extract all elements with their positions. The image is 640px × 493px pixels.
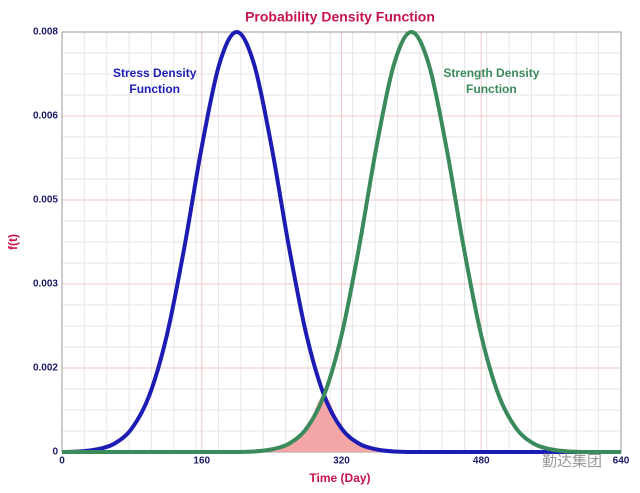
watermark: 勤达集团 bbox=[542, 453, 602, 470]
overlap-area bbox=[62, 395, 621, 453]
y-tick-label: 0.003 bbox=[33, 279, 58, 290]
series-label-line: Strength Density bbox=[443, 66, 539, 80]
x-axis-label: Time (Day) bbox=[309, 471, 370, 485]
x-tick-label: 640 bbox=[613, 456, 630, 467]
x-tick-label: 480 bbox=[473, 456, 490, 467]
series-label-line: Function bbox=[466, 82, 517, 96]
series-label: Stress Density Function bbox=[113, 66, 197, 96]
y-axis-label: f(t) bbox=[6, 234, 20, 250]
y-tick-label: 0.006 bbox=[33, 111, 58, 122]
series-label-line: Function bbox=[129, 82, 180, 96]
series-line bbox=[61, 30, 621, 455]
x-tick-label: 320 bbox=[333, 456, 350, 467]
series-label: Strength Density Function bbox=[443, 66, 539, 96]
y-tick-label: 0.005 bbox=[33, 195, 58, 206]
series-line bbox=[62, 30, 621, 455]
y-tick-label: 0.002 bbox=[33, 363, 58, 374]
series-label-line: Stress Density bbox=[113, 66, 197, 80]
chart-title: Probability Density Function bbox=[245, 9, 435, 25]
x-tick-label: 160 bbox=[193, 456, 210, 467]
y-tick-label: 0.008 bbox=[33, 27, 58, 38]
x-tick-label: 0 bbox=[59, 456, 65, 467]
y-tick-label: 0 bbox=[52, 447, 58, 458]
